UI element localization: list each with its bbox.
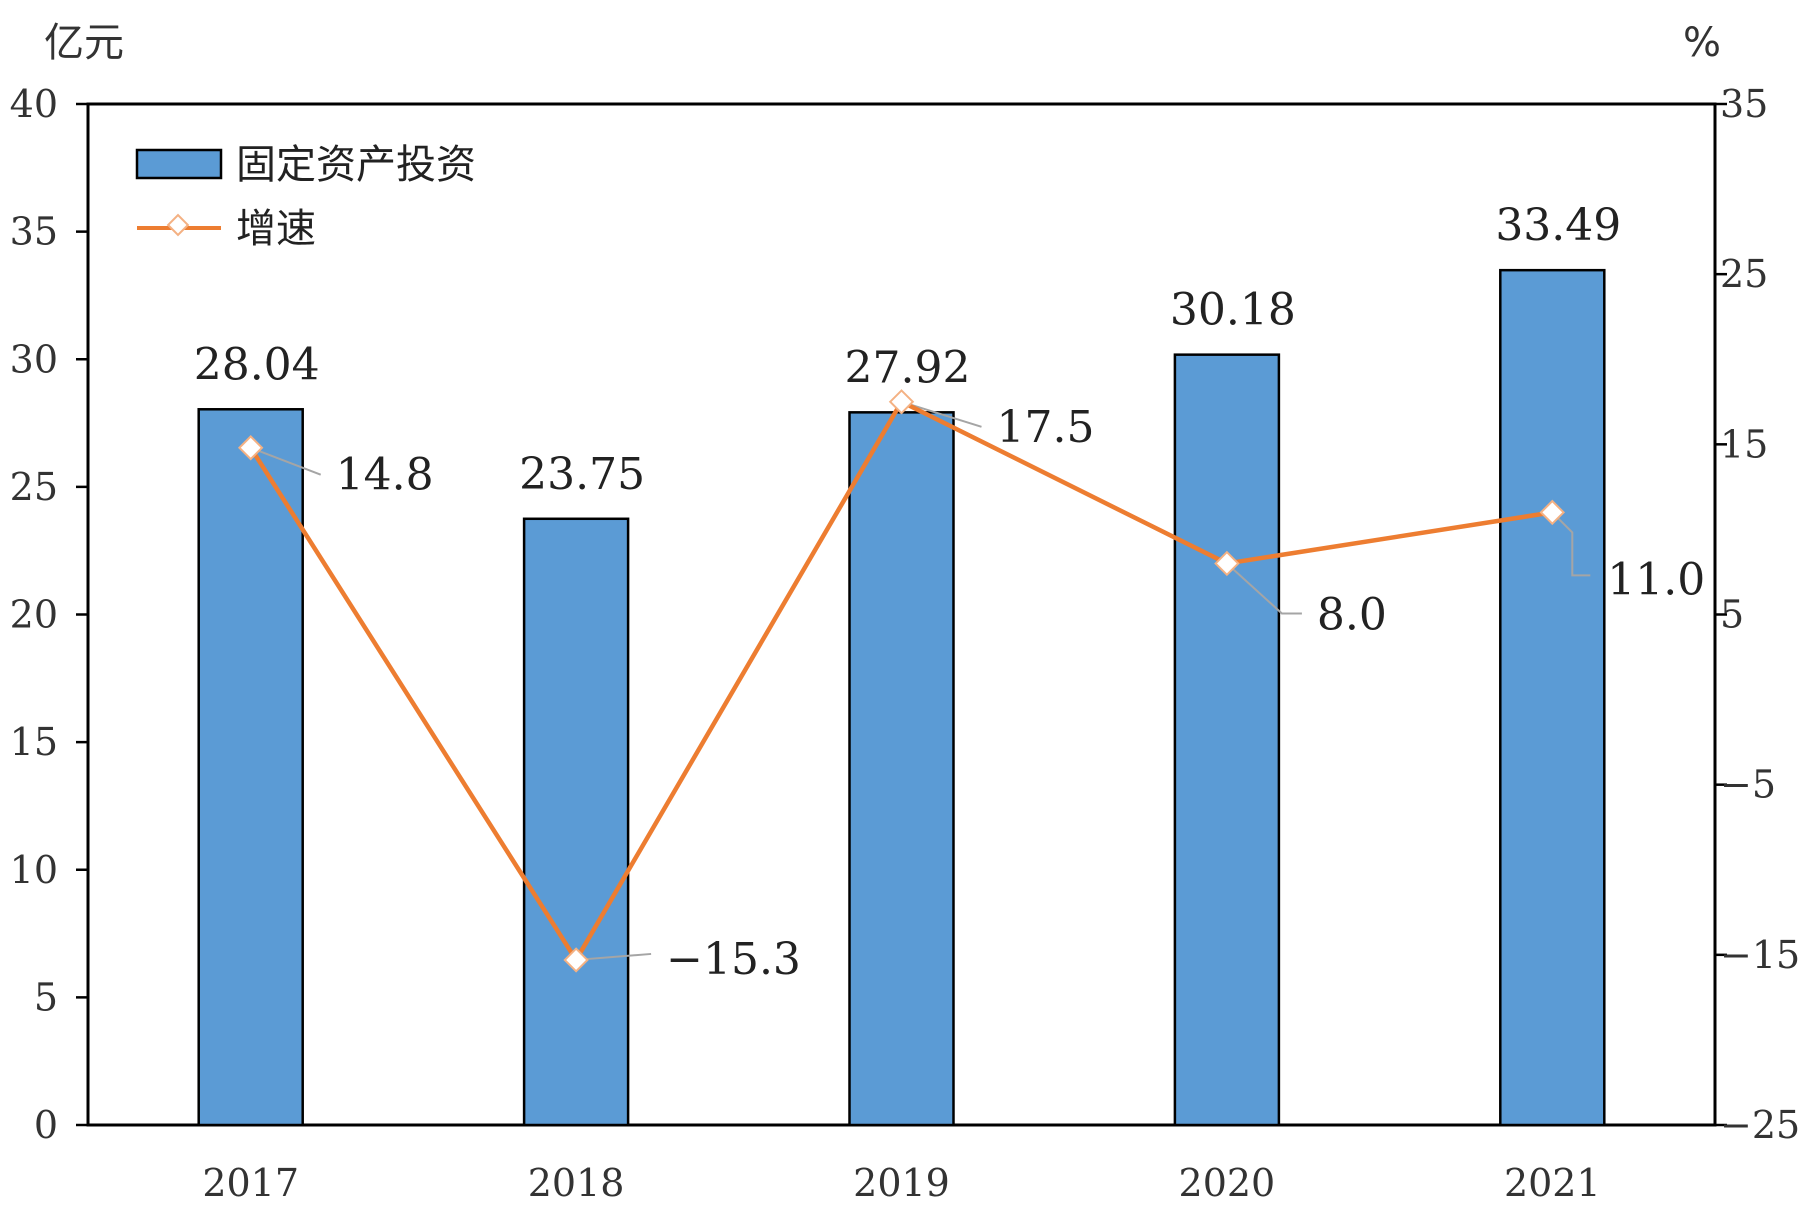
left-tick-label: 10 — [10, 848, 58, 892]
left-tick-label: 5 — [34, 975, 58, 1019]
x-tick-label: 2021 — [1504, 1161, 1601, 1205]
left-tick-label: 15 — [10, 720, 58, 764]
right-tick-label: 15 — [1720, 422, 1768, 466]
leader-line — [1226, 562, 1302, 615]
x-axis: 2017 2018 2019 2020 2021 — [202, 1161, 1600, 1205]
left-tick-label: 35 — [10, 210, 58, 254]
bar — [197, 408, 304, 1127]
line-point — [237, 435, 264, 461]
x-tick-label: 2019 — [853, 1161, 950, 1205]
right-axis-unit: % — [1683, 20, 1721, 66]
line-point — [1539, 499, 1566, 526]
line-point — [1214, 550, 1240, 577]
line-value-label: 8.0 — [1317, 589, 1387, 640]
x-tick-label: 2020 — [1179, 1161, 1276, 1205]
right-tick-label: −15 — [1720, 933, 1800, 977]
line-value-label: 11.0 — [1607, 554, 1705, 605]
left-tick-label: 30 — [10, 337, 58, 381]
left-tick-label: 25 — [10, 465, 58, 509]
right-tick-label: 5 — [1720, 593, 1744, 637]
line-series — [237, 389, 1566, 973]
bar-data-labels: 28.04 23.75 27.92 30.18 33.49 — [194, 200, 1622, 500]
legend-label-line: 增速 — [236, 206, 316, 252]
left-axis-unit: 亿元 — [44, 20, 124, 66]
legend-marker-line — [166, 213, 190, 237]
leader-line — [250, 446, 322, 476]
legend: 固定资产投资 增速 — [135, 142, 476, 252]
right-axis: −25 −15 −5 5 15 25 35 — [1715, 82, 1800, 1147]
leader-line — [1551, 511, 1591, 577]
line-point — [563, 947, 589, 973]
left-axis: 0 5 10 15 20 25 30 35 40 — [10, 82, 88, 1147]
line-value-label: 17.5 — [997, 402, 1095, 453]
bar — [1173, 353, 1281, 1127]
bar-value-label: 33.49 — [1495, 200, 1621, 251]
bar-value-label: 28.04 — [194, 339, 320, 390]
left-tick-label: 0 — [34, 1103, 58, 1147]
bar-series — [197, 268, 1606, 1127]
legend-swatch-bar — [135, 148, 223, 180]
right-tick-label: −5 — [1720, 763, 1776, 807]
bar — [1499, 268, 1606, 1127]
leader-line — [576, 952, 652, 961]
bar — [522, 517, 630, 1127]
left-tick-label: 40 — [10, 82, 58, 126]
line-value-label: 14.8 — [336, 450, 434, 501]
x-tick-label: 2017 — [202, 1161, 299, 1205]
bar-value-label: 30.18 — [1170, 285, 1296, 336]
line-data-labels: 14.8 −15.3 17.5 8.0 11.0 — [336, 402, 1706, 985]
bar-value-label: 27.92 — [845, 342, 971, 393]
line-value-label: −15.3 — [666, 934, 801, 985]
line-point — [888, 389, 915, 415]
bar-value-label: 23.75 — [519, 449, 645, 500]
bar — [848, 411, 955, 1127]
left-tick-label: 20 — [10, 593, 58, 637]
right-tick-label: −25 — [1720, 1103, 1800, 1147]
legend-label-bar: 固定资产投资 — [236, 142, 476, 188]
right-tick-label: 35 — [1720, 82, 1768, 126]
x-tick-label: 2018 — [528, 1161, 625, 1205]
right-tick-label: 25 — [1720, 252, 1768, 296]
